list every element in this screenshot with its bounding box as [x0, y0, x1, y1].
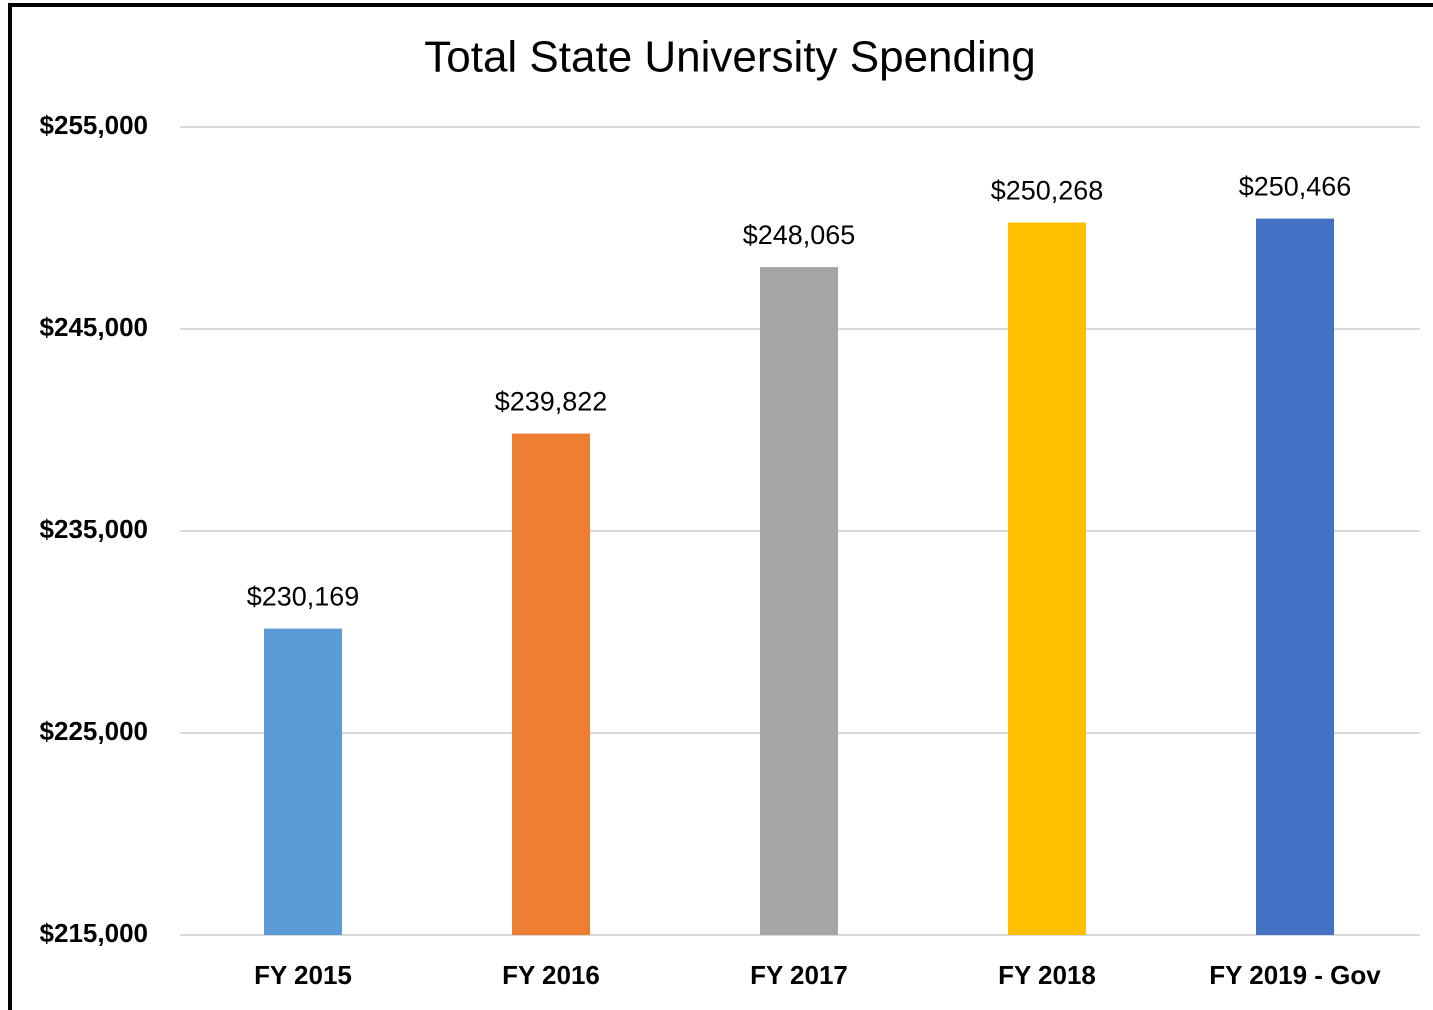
x-tick-label: FY 2015: [254, 960, 352, 990]
x-tick-label: FY 2017: [750, 960, 848, 990]
y-tick-label: $235,000: [40, 514, 148, 544]
chart-title: Total State University Spending: [424, 33, 1035, 82]
x-tick-label: FY 2019 - Gov: [1209, 960, 1381, 990]
value-label: $239,822: [495, 387, 608, 417]
y-tick-label: $215,000: [40, 918, 148, 948]
y-tick-label: $245,000: [40, 312, 148, 342]
y-tick-label: $225,000: [40, 716, 148, 746]
bar: [264, 628, 342, 935]
x-tick-label: FY 2018: [998, 960, 1096, 990]
x-tick-label: FY 2016: [502, 960, 600, 990]
value-label: $250,466: [1239, 172, 1352, 202]
bar: [760, 267, 838, 935]
y-tick-label: $255,000: [40, 110, 148, 140]
value-label: $230,169: [247, 582, 360, 612]
chart-border: [8, 3, 1433, 1010]
bar: [1256, 218, 1334, 936]
bar: [512, 433, 590, 935]
bar: [1008, 222, 1086, 935]
value-label: $248,065: [743, 220, 856, 250]
value-label: $250,268: [991, 176, 1104, 206]
